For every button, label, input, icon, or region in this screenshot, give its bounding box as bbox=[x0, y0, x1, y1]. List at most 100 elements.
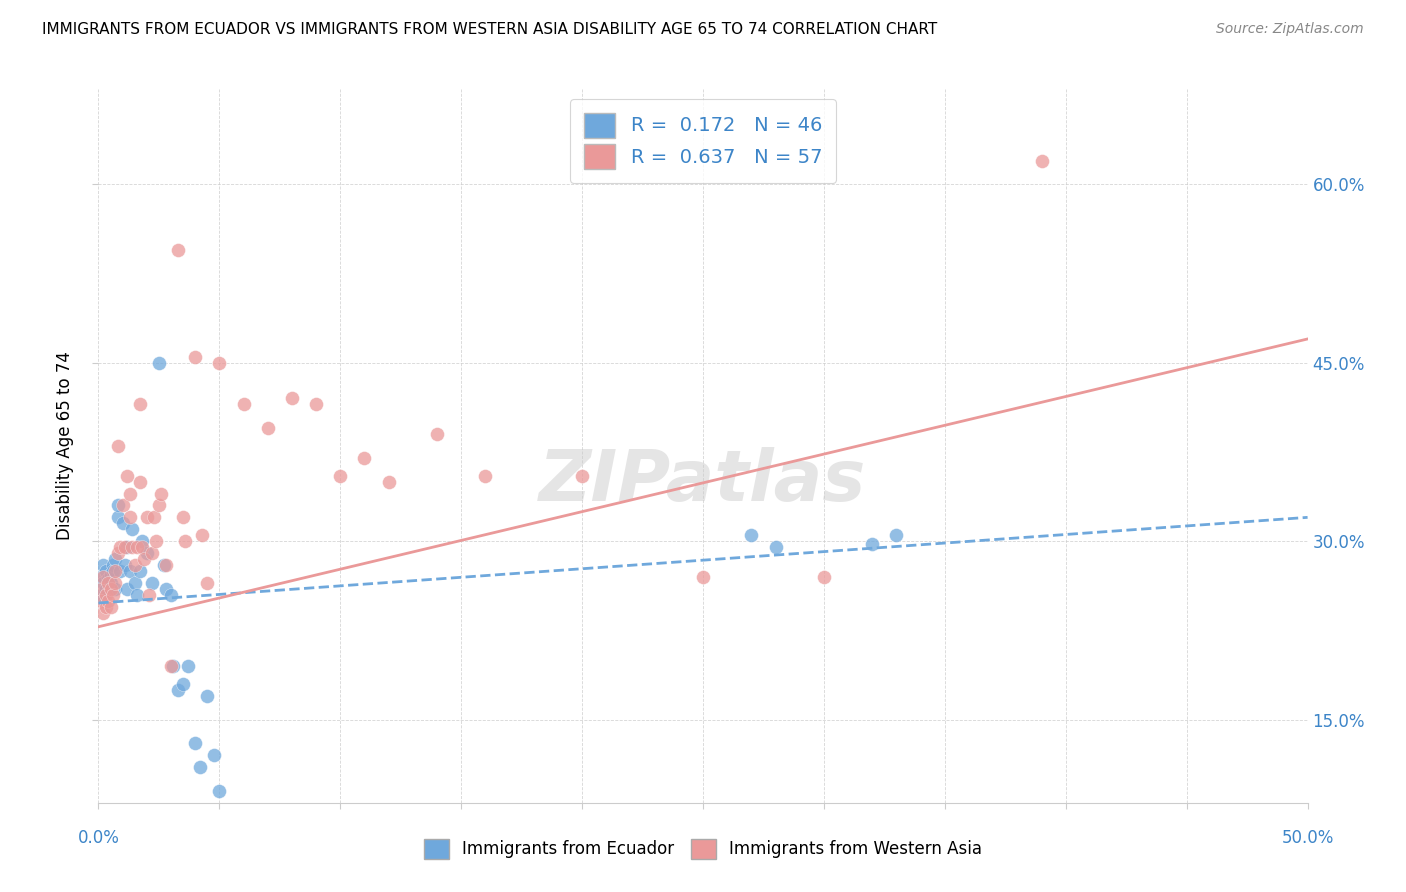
Point bbox=[121, 540, 143, 554]
Text: 0.0%: 0.0% bbox=[77, 829, 120, 847]
Point bbox=[107, 499, 129, 513]
Point bbox=[152, 558, 174, 572]
Point bbox=[128, 564, 150, 578]
Point bbox=[104, 575, 127, 590]
Point bbox=[90, 570, 112, 584]
Point bbox=[329, 468, 352, 483]
Point bbox=[90, 588, 112, 602]
Point bbox=[765, 540, 787, 554]
Point bbox=[100, 582, 122, 596]
Point bbox=[97, 572, 120, 586]
Point bbox=[160, 659, 183, 673]
Point bbox=[160, 588, 183, 602]
Point bbox=[94, 599, 117, 614]
Point bbox=[117, 468, 139, 483]
Point bbox=[353, 450, 375, 465]
Point bbox=[131, 540, 153, 554]
Point bbox=[191, 528, 214, 542]
Point bbox=[101, 588, 124, 602]
Point bbox=[128, 397, 150, 411]
Point bbox=[138, 588, 160, 602]
Point bbox=[143, 510, 166, 524]
Point bbox=[305, 397, 328, 411]
Point bbox=[107, 546, 129, 560]
Point bbox=[127, 588, 149, 602]
Point bbox=[155, 558, 177, 572]
Point bbox=[107, 439, 129, 453]
Point bbox=[172, 677, 194, 691]
Point bbox=[474, 468, 496, 483]
Point bbox=[813, 570, 835, 584]
Point bbox=[571, 468, 593, 483]
Point bbox=[195, 689, 218, 703]
Point bbox=[118, 486, 141, 500]
Point bbox=[91, 570, 114, 584]
Point bbox=[426, 427, 449, 442]
Point bbox=[886, 528, 908, 542]
Legend: Immigrants from Ecuador, Immigrants from Western Asia: Immigrants from Ecuador, Immigrants from… bbox=[418, 832, 988, 866]
Point bbox=[118, 510, 141, 524]
Point bbox=[97, 593, 120, 607]
Y-axis label: Disability Age 65 to 74: Disability Age 65 to 74 bbox=[56, 351, 75, 541]
Point bbox=[114, 540, 136, 554]
Point bbox=[141, 546, 163, 560]
Point bbox=[127, 540, 149, 554]
Point bbox=[131, 534, 153, 549]
Point bbox=[256, 421, 278, 435]
Point bbox=[94, 564, 117, 578]
Point bbox=[148, 356, 170, 370]
Point bbox=[128, 475, 150, 489]
Point bbox=[208, 356, 231, 370]
Point bbox=[91, 558, 114, 572]
Point bbox=[104, 582, 127, 596]
Point bbox=[124, 575, 146, 590]
Point bbox=[184, 736, 207, 750]
Point bbox=[174, 534, 197, 549]
Point bbox=[107, 510, 129, 524]
Point bbox=[162, 659, 184, 673]
Point bbox=[104, 552, 127, 566]
Point bbox=[740, 528, 762, 542]
Point bbox=[91, 575, 114, 590]
Point bbox=[97, 575, 120, 590]
Point bbox=[148, 499, 170, 513]
Point bbox=[90, 593, 112, 607]
Point bbox=[101, 564, 124, 578]
Text: IMMIGRANTS FROM ECUADOR VS IMMIGRANTS FROM WESTERN ASIA DISABILITY AGE 65 TO 74 : IMMIGRANTS FROM ECUADOR VS IMMIGRANTS FR… bbox=[42, 22, 938, 37]
Point bbox=[100, 575, 122, 590]
Point bbox=[97, 584, 120, 599]
Point bbox=[1031, 153, 1053, 168]
Point bbox=[150, 486, 173, 500]
Point bbox=[135, 510, 157, 524]
Point bbox=[108, 564, 131, 578]
Point bbox=[111, 516, 134, 531]
Point bbox=[121, 522, 143, 536]
Point bbox=[135, 546, 157, 560]
Point bbox=[167, 243, 190, 257]
Point bbox=[118, 564, 141, 578]
Point bbox=[184, 350, 207, 364]
Point bbox=[117, 582, 139, 596]
Point bbox=[100, 599, 122, 614]
Text: 50.0%: 50.0% bbox=[1281, 829, 1334, 847]
Point bbox=[860, 536, 883, 550]
Point bbox=[692, 570, 714, 584]
Text: Source: ZipAtlas.com: Source: ZipAtlas.com bbox=[1216, 22, 1364, 37]
Point bbox=[281, 392, 304, 406]
Point bbox=[111, 499, 134, 513]
Point bbox=[377, 475, 399, 489]
Point bbox=[155, 582, 177, 596]
Point bbox=[94, 582, 117, 596]
Point bbox=[104, 564, 127, 578]
Point bbox=[124, 558, 146, 572]
Point bbox=[167, 682, 190, 697]
Point bbox=[172, 510, 194, 524]
Point bbox=[134, 552, 156, 566]
Point bbox=[108, 540, 131, 554]
Point bbox=[94, 588, 117, 602]
Point bbox=[195, 575, 218, 590]
Point bbox=[204, 748, 226, 763]
Point bbox=[101, 558, 124, 572]
Point bbox=[90, 582, 112, 596]
Point bbox=[177, 659, 200, 673]
